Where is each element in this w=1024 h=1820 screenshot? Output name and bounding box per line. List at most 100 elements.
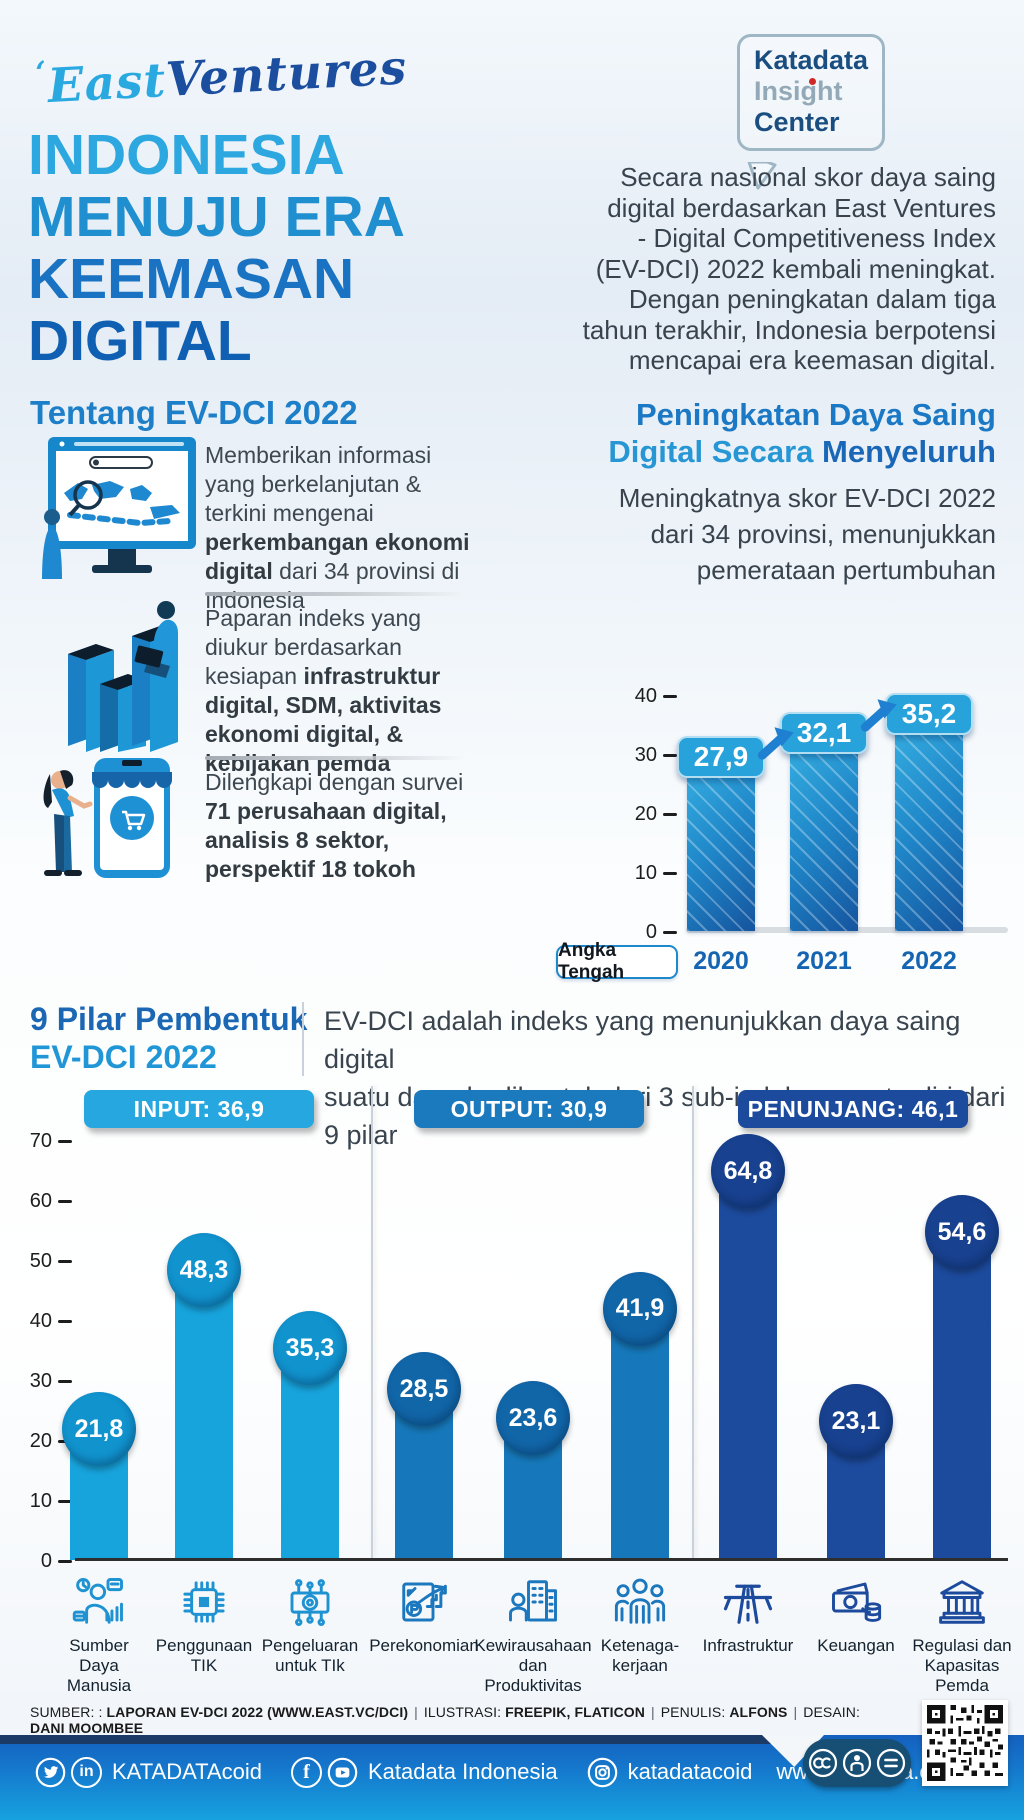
category-penggunaan-tik: Penggunaan TIK bbox=[142, 1572, 266, 1676]
trend-bar-2022: 35,2 bbox=[885, 693, 973, 931]
twitter-linkedin-handle[interactable]: KATADATAcoid bbox=[112, 1759, 262, 1784]
bar-regulasi-pemda: 54,6 bbox=[925, 1195, 999, 1560]
trend-bar-2021: 32,1 bbox=[780, 711, 868, 931]
phone-store-woman-illustration bbox=[43, 758, 172, 878]
item-2-text: Paparan indeks yang diukur berdasarkan k… bbox=[205, 605, 422, 689]
category-kewirausahaan: Kewirausahaan dan Produktivitas bbox=[471, 1572, 595, 1696]
tentang-heading: Tentang EV-DCI 2022 bbox=[30, 394, 358, 431]
pilar-baseline bbox=[75, 1558, 1008, 1561]
monitor-map-illustration bbox=[42, 437, 196, 579]
category-infrastruktur: Infrastruktur bbox=[686, 1572, 810, 1656]
trend-year-2020: 2020 bbox=[693, 947, 749, 975]
trend-year-2022: 2022 bbox=[901, 947, 957, 975]
trend-value-2020: 27,9 bbox=[677, 736, 765, 779]
pilar-description: EV-DCI adalah indeks yang menunjukkan da… bbox=[324, 1006, 1006, 1150]
linkedin-icon[interactable]: in bbox=[71, 1756, 102, 1788]
bar-value: 41,9 bbox=[603, 1271, 677, 1346]
category-ketenagakerjaan: Ketenaga- kerjaan bbox=[578, 1572, 702, 1676]
fb-yt-handle[interactable]: Katadata Indonesia bbox=[367, 1759, 558, 1784]
bar-value: 64,8 bbox=[711, 1134, 785, 1209]
group-ribbon-penunjang: PENUNJANG: 46,1 bbox=[738, 1090, 968, 1128]
trend-value-2021: 32,1 bbox=[780, 711, 868, 754]
cc-attribution-icon bbox=[842, 1748, 872, 1778]
east-ventures-logo: ʻEastVentures bbox=[34, 40, 409, 115]
heading-divider bbox=[302, 1002, 304, 1076]
pilar-ytick-30: 30 bbox=[10, 1370, 72, 1393]
category-sumber-daya-manusia: Sumber Daya Manusia bbox=[37, 1572, 161, 1696]
kic-line1: Katadata bbox=[754, 45, 869, 75]
bar-perekonomian: 28,5 bbox=[387, 1352, 461, 1560]
up-arrow-icon bbox=[757, 727, 794, 760]
item-3-text: Dilengkapi dengan survei bbox=[205, 769, 464, 795]
bar-sumber-daya-manusia: 21,8 bbox=[62, 1392, 136, 1560]
kic-line2: Insight bbox=[754, 76, 843, 106]
tentang-item-1: Memberikan informasi yang berkelanjutan … bbox=[205, 442, 470, 613]
instagram-handle[interactable]: katadatacoid bbox=[627, 1759, 753, 1784]
pilar-ytick-0: 0 bbox=[10, 1550, 72, 1573]
bar-value: 48,3 bbox=[167, 1233, 241, 1308]
bar-keuangan: 23,1 bbox=[819, 1384, 893, 1560]
category-perekonomian: Perekonomian bbox=[362, 1572, 486, 1656]
group-ribbon-input: INPUT: 36,9 bbox=[84, 1090, 314, 1128]
trend-ytick-10: 10 bbox=[595, 862, 677, 885]
bar-value: 23,6 bbox=[496, 1381, 570, 1456]
category-pengeluaran-tik: Pengeluaran untuk TIk bbox=[248, 1572, 372, 1676]
footer-top-strip bbox=[0, 1735, 800, 1744]
money-circuit-icon bbox=[283, 1572, 337, 1632]
up-arrow-icon bbox=[860, 699, 897, 732]
pilar-ytick-10: 10 bbox=[10, 1490, 72, 1513]
bar-infrastruktur: 64,8 bbox=[711, 1134, 785, 1560]
intro-paragraph: Secara nasional skor daya saing digital … bbox=[582, 162, 996, 375]
tentang-item-3: Dilengkapi dengan survei 71 perusahaan d… bbox=[205, 768, 473, 884]
highway-icon bbox=[721, 1572, 775, 1632]
title-line-3: KEEMASAN bbox=[28, 247, 355, 311]
people-analytics-icon bbox=[72, 1572, 126, 1632]
pilar-ytick-60: 60 bbox=[10, 1190, 72, 1213]
economy-growth-icon bbox=[397, 1572, 451, 1632]
katadata-insight-center-logo: Katadata Insight Center bbox=[737, 34, 885, 190]
bar-ketenagakerjaan: 41,9 bbox=[603, 1271, 677, 1560]
bar-value: 54,6 bbox=[925, 1195, 999, 1270]
bar-kewirausahaan: 23,6 bbox=[496, 1381, 570, 1560]
trend-year-2021: 2021 bbox=[796, 947, 852, 975]
group-separator bbox=[371, 1086, 373, 1558]
divider bbox=[205, 756, 465, 760]
item-1-text: Memberikan informasi yang berkelanjutan … bbox=[205, 442, 432, 526]
cash-coins-icon bbox=[829, 1572, 883, 1632]
speech-bubble-tail-icon bbox=[747, 162, 777, 190]
trend-ytick-20: 20 bbox=[595, 803, 677, 826]
facebook-icon[interactable]: f bbox=[290, 1756, 322, 1788]
twitter-icon[interactable] bbox=[35, 1757, 66, 1788]
page-title: INDONESIA MENUJU ERA KEEMASAN DIGITAL bbox=[28, 124, 405, 372]
red-dot-icon bbox=[809, 78, 816, 85]
item-3-bold: 71 perusahaan digital, analisis 8 sektor… bbox=[205, 798, 447, 882]
bar-penggunaan-tik: 48,3 bbox=[167, 1233, 241, 1560]
group-separator bbox=[692, 1086, 694, 1558]
peningkatan-heading: Peningkatan Daya Saing Digital Secara Me… bbox=[608, 397, 996, 469]
pilar-ytick-50: 50 bbox=[10, 1250, 72, 1273]
tentang-item-2: Paparan indeks yang diukur berdasarkan k… bbox=[205, 604, 473, 778]
title-line-4: DIGITAL bbox=[28, 309, 252, 373]
category-keuangan: Keuangan bbox=[794, 1572, 918, 1656]
kic-line3: Center bbox=[754, 107, 840, 137]
trend-ytick-40: 40 bbox=[595, 685, 677, 708]
pilar-ytick-70: 70 bbox=[10, 1130, 72, 1153]
bar-blocks-person-illustration bbox=[68, 601, 178, 752]
trend-ytick-0: 0 bbox=[595, 921, 677, 944]
item-1-bold: perkembangan ekonomi digital bbox=[205, 529, 470, 584]
instagram-icon[interactable] bbox=[587, 1757, 618, 1788]
youtube-icon[interactable] bbox=[327, 1757, 358, 1788]
bar-value: 35,3 bbox=[273, 1311, 347, 1386]
trend-value-2022: 35,2 bbox=[885, 693, 973, 736]
group-ribbon-output: OUTPUT: 30,9 bbox=[414, 1090, 644, 1128]
source-line: SUMBER: : LAPORAN EV-DCI 2022 (WWW.EAST.… bbox=[30, 1704, 860, 1736]
peningkatan-subtext: Meningkatnya skor EV-DCI 2022 dari 34 pr… bbox=[618, 483, 996, 585]
title-line-2: MENUJU ERA bbox=[28, 185, 405, 249]
pilar-ytick-40: 40 bbox=[10, 1310, 72, 1333]
item-2-bold: infrastruktur digital, SDM, aktivitas ek… bbox=[205, 663, 442, 776]
bar-value: 21,8 bbox=[62, 1392, 136, 1467]
cc-icon bbox=[808, 1748, 838, 1778]
divider bbox=[205, 592, 465, 596]
title-line-1: INDONESIA bbox=[28, 123, 345, 187]
